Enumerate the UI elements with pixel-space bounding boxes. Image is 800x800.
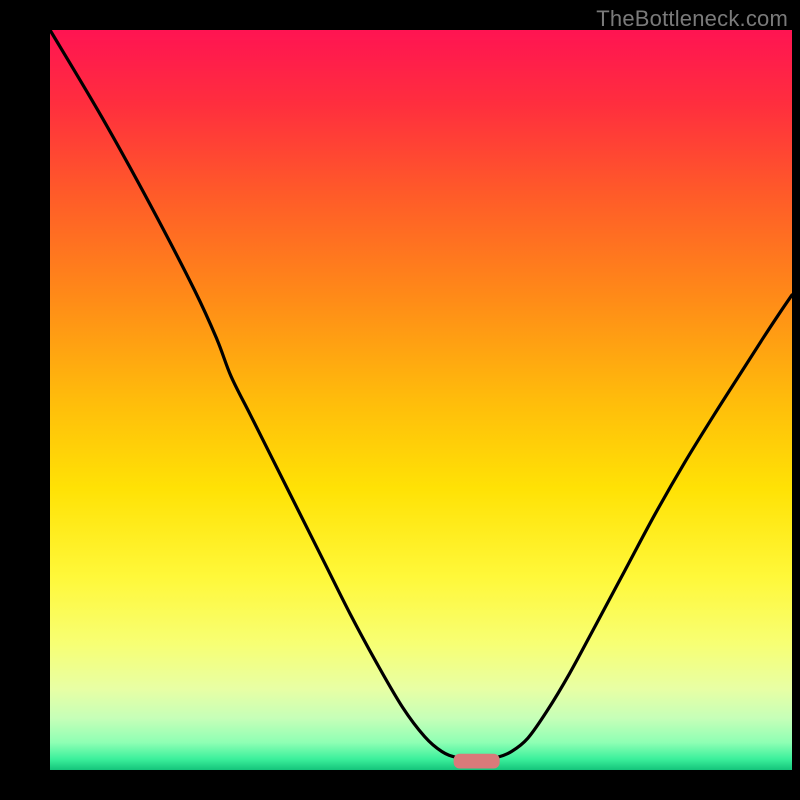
bottleneck-chart — [0, 0, 800, 800]
watermark-text: TheBottleneck.com — [596, 6, 788, 32]
chart-plot-background — [50, 30, 792, 770]
optimal-marker — [454, 754, 500, 769]
